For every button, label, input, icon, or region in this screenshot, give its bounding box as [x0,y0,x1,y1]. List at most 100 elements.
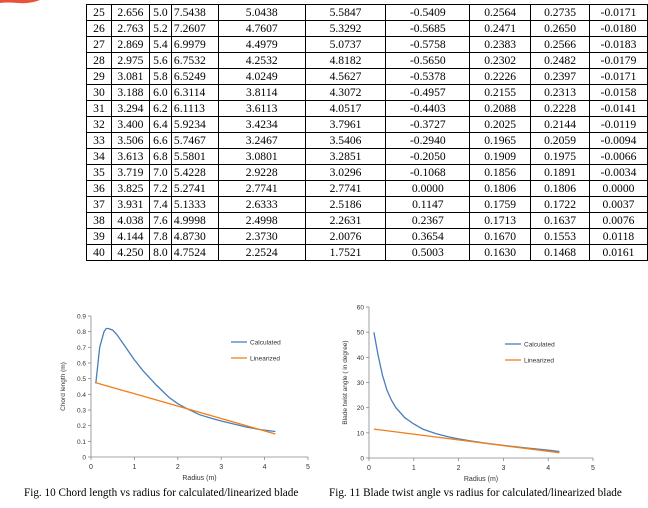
table-cell: -0.5378 [385,68,471,85]
x-tick-label: 4 [263,464,267,471]
x-tick-label: 2 [176,464,180,471]
table-cell: 6.5249 [170,68,219,85]
table-cell: 39 [86,228,112,245]
y-tick-label: 0.1 [77,439,86,446]
chart-chord-length: 0 1 2 3 4 5 0 0.1 0.2 0.3 0.4 0.5 0.6 0.7 0.8 0.9 Radius… [60,314,310,483]
table-cell: 2.4998 [217,212,306,229]
table-cell: 0.0161 [589,244,648,261]
table-cell: 6.9979 [170,36,219,53]
table-cell: 7.6 [148,212,172,229]
legend-label: Linearized [524,358,554,365]
table-cell: 3.2851 [304,148,387,165]
table-cell: 4.038 [110,212,150,229]
table-cell: 3.6113 [217,100,306,117]
table-cell: 4.9998 [170,212,219,229]
table-row: 30 3.188 6.0 6.3114 3.8114 4.3072 -0.4957 0.215… [86,84,648,101]
table-cell: 4.7524 [170,244,219,261]
table-cell: 4.2532 [217,52,306,69]
table-cell: 0.1553 [530,228,590,245]
y-tick-label: 0.6 [77,361,86,368]
table-cell: 31 [86,100,112,117]
y-tick-label: 0.4 [77,392,86,399]
table-cell: 0.0118 [589,228,648,245]
table-cell: 2.5186 [304,196,387,213]
table-cell: 0.1891 [530,164,590,181]
x-tick-label: 5 [591,465,595,472]
table-cell: 1.7521 [304,244,387,261]
table-cell: 4.3072 [304,84,387,101]
table-cell: -0.4957 [385,84,471,101]
orange-header-decoration [0,0,40,4]
table-cell: 0.3654 [385,228,471,245]
table-cell: 3.8114 [217,84,306,101]
table-cell: 5.0 [148,4,172,21]
table-cell: 29 [86,68,112,85]
table-cell: 0.2144 [530,116,590,133]
table-cell: 2.9228 [217,164,306,181]
table-cell: -0.0183 [589,36,648,53]
table-cell: 6.2 [148,100,172,117]
table-cell: 7.5438 [170,4,219,21]
table-cell: -0.0119 [589,116,648,133]
x-tick-label: 1 [132,464,136,471]
table-cell: 0.2650 [530,20,590,37]
table-cell: 6.8 [148,148,172,165]
table-cell: 4.8730 [170,228,219,245]
table-cell: 6.1113 [170,100,219,117]
table-cell: 0.2228 [530,100,590,117]
table-cell: 0.2088 [469,100,532,117]
table-cell: 5.7467 [170,132,219,149]
table-cell: -0.1068 [385,164,471,181]
y-tick-label: 0.7 [77,345,86,352]
table-cell: 5.8 [148,68,172,85]
table-cell: 0.2025 [469,116,532,133]
table-cell: 0.2482 [530,52,590,69]
x-tick-label: 2 [457,465,461,472]
table-cell: 0.0000 [589,180,648,197]
table-cell: 0.2383 [469,36,532,53]
table-cell: 7.2607 [170,20,219,37]
table-cell: 0.1909 [469,148,532,165]
x-tick-label: 0 [367,465,371,472]
table-cell: 3.4234 [217,116,306,133]
table-cell: 0.1630 [469,244,532,261]
table-cell: -0.0094 [589,132,648,149]
table-cell: 0.0037 [589,196,648,213]
table-cell: 5.2 [148,20,172,37]
y-axis-label: Chord length (m) [60,362,67,411]
table-cell: 2.763 [110,20,150,37]
table-cell: 5.1333 [170,196,219,213]
table-cell: 0.1722 [530,196,590,213]
x-tick-label: 1 [412,465,416,472]
table-cell: 4.5627 [304,68,387,85]
x-tick-label: 4 [546,465,550,472]
table-row: 36 3.825 7.2 5.2741 2.7741 2.7741 0.0000 0.1806… [86,180,648,197]
table-cell: -0.2940 [385,132,471,149]
table-cell: 5.5801 [170,148,219,165]
y-tick-label: 0.8 [77,329,86,336]
table-cell: -0.3727 [385,116,471,133]
table-cell: 35 [86,164,112,181]
table-cell: 0.1713 [469,212,532,229]
table-row: 39 4.144 7.8 4.8730 2.3730 2.0076 0.3654 0.1670… [86,228,648,245]
table-cell: 32 [86,116,112,133]
series-line-calculated [95,327,276,433]
table-cell: 5.0438 [217,4,306,21]
table-cell: 0.2155 [469,84,532,101]
table-cell: 2.656 [110,4,150,21]
table-cell: 0.0000 [385,180,471,197]
table-cell: 3.613 [110,148,150,165]
table-cell: 6.0 [148,84,172,101]
legend-label: Calculated [524,342,555,349]
table-cell: 3.719 [110,164,150,181]
table-cell: 3.5406 [304,132,387,149]
table-cell: 6.7532 [170,52,219,69]
table-cell: 5.4228 [170,164,219,181]
table-row: 31 3.294 6.2 6.1113 3.6113 4.0517 -0.4403 0.208… [86,100,648,117]
data-table: 25 2.656 5.0 7.5438 5.0438 5.5847 -0.5409 0.256… [86,4,648,261]
table-cell: 5.9234 [170,116,219,133]
table-cell: 0.0076 [589,212,648,229]
x-tick-label: 3 [219,464,223,471]
table-row: 35 3.719 7.0 5.4228 2.9228 3.0296 -0.1068 0.185… [86,164,648,181]
table-cell: 7.8 [148,228,172,245]
